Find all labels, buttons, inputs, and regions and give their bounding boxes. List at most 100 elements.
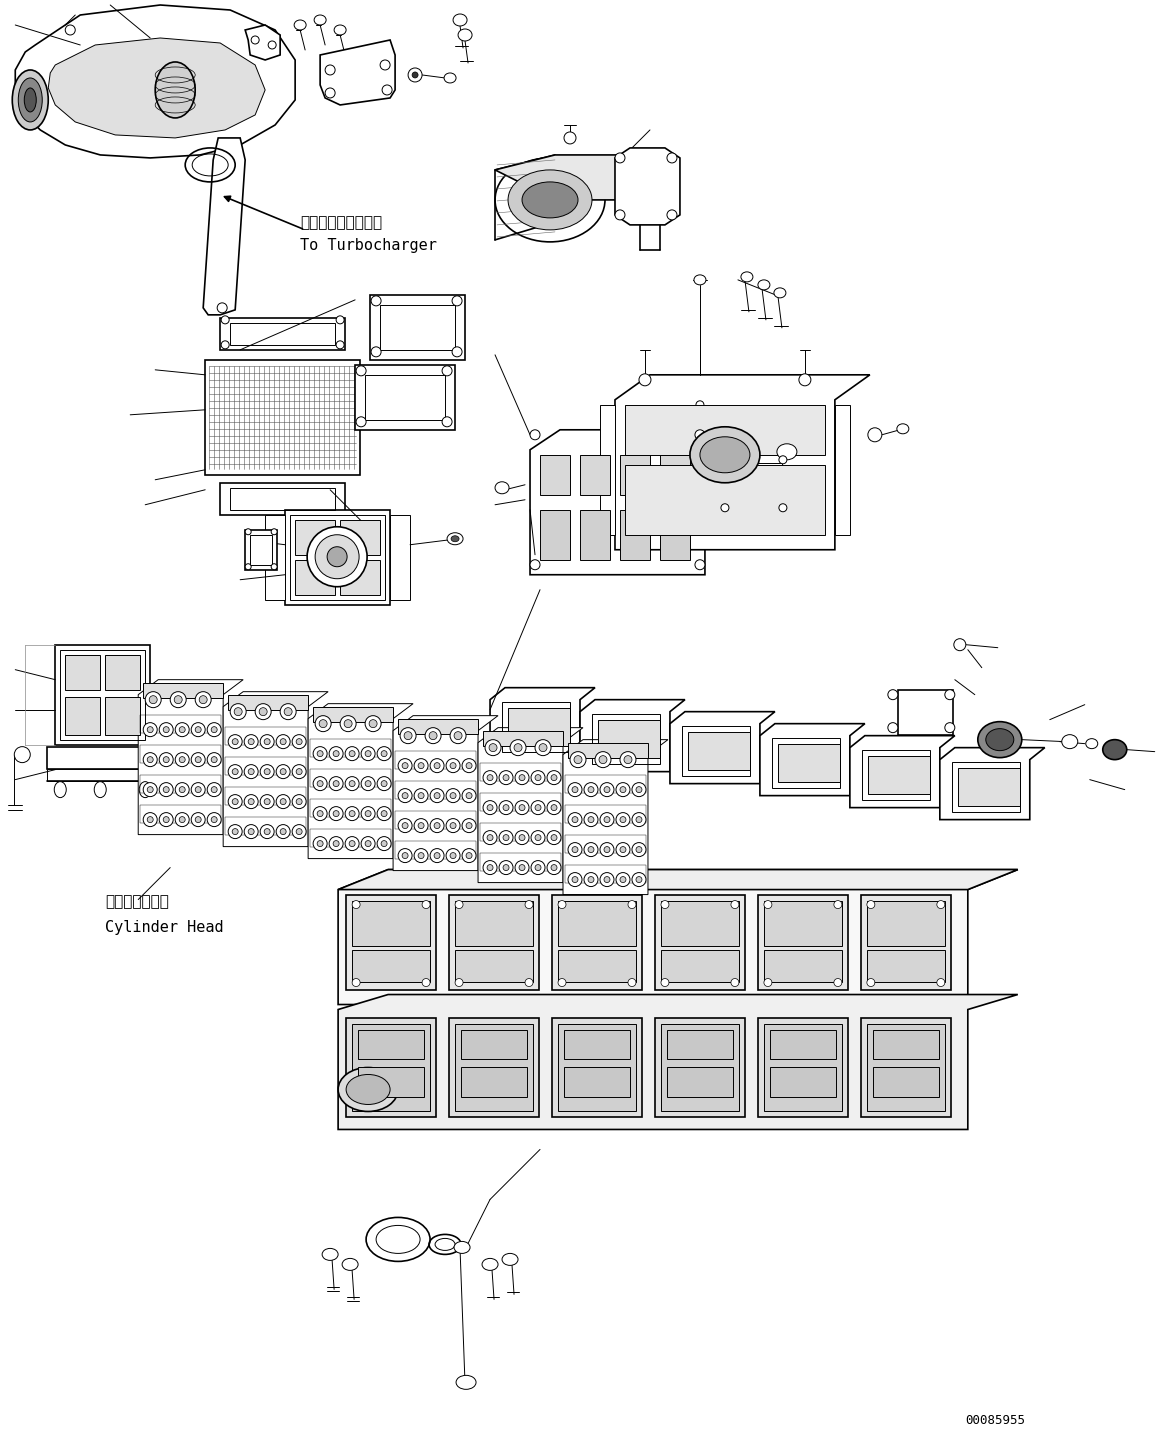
Ellipse shape (280, 704, 297, 720)
Ellipse shape (568, 813, 582, 827)
Bar (778, 744, 840, 781)
Ellipse shape (356, 366, 366, 376)
Bar (625, 465, 825, 535)
Bar (620, 455, 650, 495)
Ellipse shape (447, 758, 461, 773)
Ellipse shape (1086, 738, 1098, 748)
Bar (655, 894, 745, 989)
Bar (835, 405, 850, 535)
Ellipse shape (499, 860, 513, 874)
Ellipse shape (356, 416, 366, 426)
Ellipse shape (447, 532, 463, 545)
Ellipse shape (398, 819, 412, 833)
Ellipse shape (280, 738, 286, 744)
Bar (290, 515, 385, 600)
Bar (395, 751, 476, 768)
Ellipse shape (191, 723, 205, 737)
Ellipse shape (519, 804, 525, 810)
Text: シリンダヘッド: シリンダヘッド (105, 894, 169, 910)
Bar (141, 714, 221, 733)
Ellipse shape (55, 781, 66, 797)
Ellipse shape (451, 535, 459, 542)
Ellipse shape (230, 704, 247, 720)
Ellipse shape (212, 787, 217, 793)
Ellipse shape (502, 1254, 518, 1265)
Ellipse shape (269, 41, 276, 49)
Bar (48, 768, 158, 781)
Ellipse shape (430, 819, 444, 833)
Polygon shape (393, 716, 498, 870)
Ellipse shape (176, 753, 190, 767)
Ellipse shape (458, 29, 472, 41)
Ellipse shape (143, 783, 157, 797)
Ellipse shape (365, 751, 371, 757)
Bar (226, 727, 306, 744)
Ellipse shape (572, 817, 578, 823)
Ellipse shape (179, 727, 185, 733)
Bar (565, 864, 645, 883)
Bar (455, 900, 533, 946)
Bar (245, 529, 277, 570)
Bar (398, 718, 478, 734)
Ellipse shape (179, 787, 185, 793)
Ellipse shape (234, 708, 242, 716)
Ellipse shape (352, 900, 361, 909)
Bar (365, 375, 445, 419)
Ellipse shape (600, 783, 614, 797)
Ellipse shape (163, 787, 169, 793)
Ellipse shape (13, 70, 48, 130)
Ellipse shape (329, 747, 343, 761)
Ellipse shape (454, 14, 468, 26)
Ellipse shape (584, 783, 598, 797)
Bar (958, 767, 1020, 806)
Ellipse shape (620, 787, 626, 793)
Ellipse shape (834, 979, 842, 986)
Ellipse shape (245, 528, 251, 535)
Ellipse shape (452, 296, 462, 306)
Ellipse shape (228, 824, 242, 839)
Ellipse shape (381, 781, 387, 787)
Ellipse shape (455, 979, 463, 986)
Ellipse shape (483, 771, 497, 784)
Bar (311, 798, 391, 817)
Ellipse shape (504, 864, 509, 870)
Ellipse shape (418, 793, 424, 798)
Ellipse shape (632, 873, 645, 887)
Ellipse shape (233, 798, 238, 804)
Ellipse shape (568, 843, 582, 857)
Ellipse shape (779, 504, 787, 512)
Bar (347, 894, 436, 989)
Ellipse shape (195, 757, 201, 763)
Ellipse shape (336, 316, 344, 323)
Ellipse shape (636, 847, 642, 853)
Ellipse shape (314, 14, 326, 24)
Ellipse shape (276, 764, 290, 778)
Ellipse shape (442, 416, 452, 426)
Ellipse shape (615, 153, 625, 163)
Ellipse shape (442, 366, 452, 376)
Bar (285, 509, 390, 605)
Bar (141, 804, 221, 823)
Ellipse shape (259, 708, 267, 716)
Polygon shape (320, 40, 395, 104)
Ellipse shape (365, 781, 371, 787)
Ellipse shape (551, 804, 557, 810)
Polygon shape (138, 680, 243, 834)
Ellipse shape (412, 72, 418, 77)
Ellipse shape (176, 813, 190, 827)
Ellipse shape (345, 777, 359, 790)
Bar (352, 900, 430, 946)
Ellipse shape (434, 823, 440, 829)
Bar (661, 1023, 739, 1112)
Ellipse shape (333, 810, 340, 817)
Ellipse shape (365, 840, 371, 847)
Ellipse shape (345, 807, 359, 820)
Ellipse shape (535, 834, 541, 840)
Ellipse shape (666, 153, 677, 163)
Ellipse shape (450, 727, 466, 744)
Ellipse shape (444, 73, 456, 83)
Ellipse shape (695, 560, 705, 570)
Ellipse shape (584, 813, 598, 827)
Ellipse shape (313, 837, 327, 850)
Ellipse shape (616, 813, 630, 827)
